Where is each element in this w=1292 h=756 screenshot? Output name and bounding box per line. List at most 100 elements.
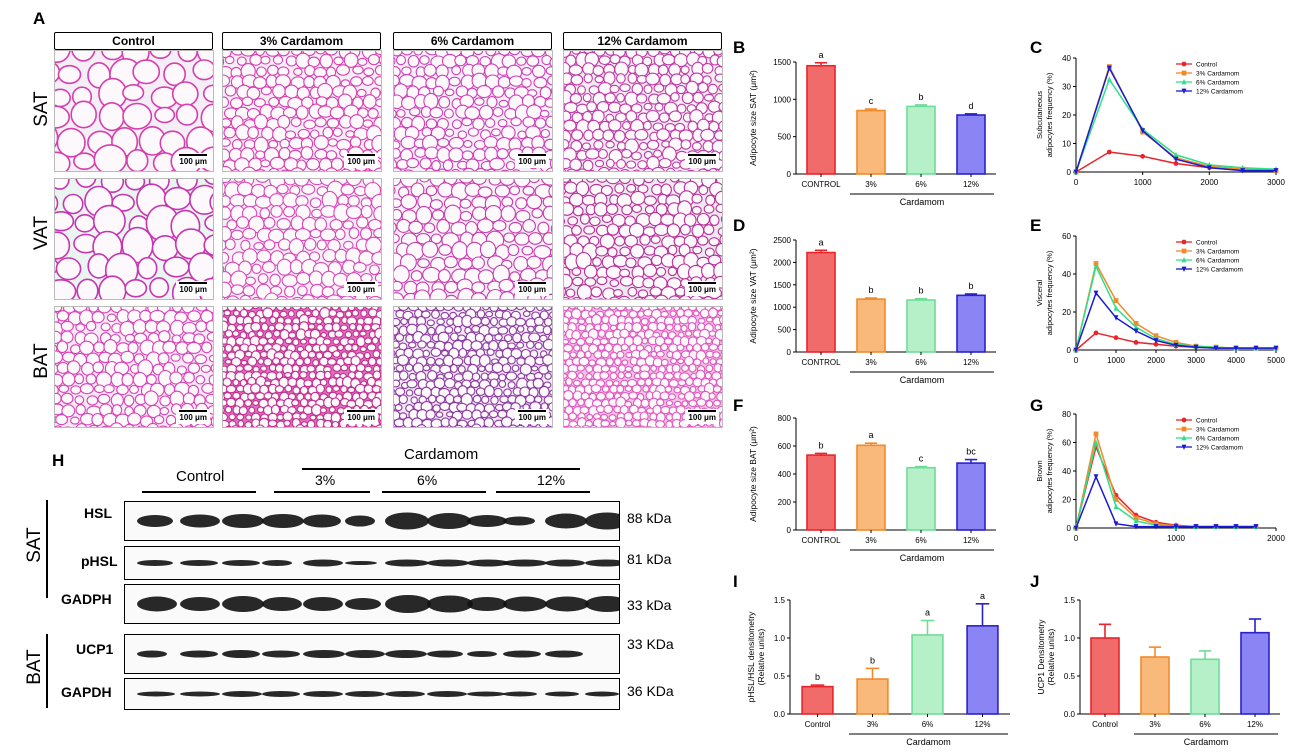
- y-tick-label: 2500: [773, 236, 791, 245]
- significance-letter: a: [818, 50, 823, 60]
- western-kda-label: 36 KDa: [627, 683, 674, 699]
- western-protein-label: GADPH: [61, 591, 112, 607]
- data-point: [1113, 335, 1119, 341]
- significance-letter: a: [868, 430, 873, 440]
- western-band: [503, 596, 547, 612]
- histology-image: 100 μm: [393, 50, 553, 172]
- bar: [806, 64, 836, 175]
- significance-letter: c: [869, 96, 874, 106]
- data-point: [1093, 439, 1099, 445]
- data-point: [1140, 153, 1146, 159]
- data-point: [1133, 524, 1139, 530]
- data-point: [1173, 524, 1179, 530]
- x-tick-label: 0: [1074, 178, 1079, 187]
- legend-label: 12% Cardamom: [1196, 89, 1243, 96]
- data-point: [1233, 345, 1239, 352]
- scale-bar-line: [347, 282, 375, 284]
- y-tick-label: 60: [1062, 439, 1071, 448]
- significance-letter: b: [818, 440, 823, 450]
- scale-bar-line: [518, 282, 546, 284]
- legend-label: 12% Cardamom: [1196, 267, 1243, 274]
- significance-letter: a: [925, 608, 930, 618]
- bar: [856, 444, 886, 531]
- western-band: [262, 514, 304, 528]
- western-protein-label: UCP1: [76, 641, 114, 657]
- scale-bar: 100 μm: [344, 153, 378, 168]
- panel-letter-f: F: [733, 396, 744, 415]
- western-band: [545, 596, 589, 612]
- data-point: [1093, 263, 1099, 269]
- significance-letter: b: [870, 655, 875, 665]
- y-tick-label: 1.5: [774, 596, 786, 605]
- bar: [911, 634, 944, 715]
- y-axis-label: Adipocyte size VAT (μm²): [748, 248, 758, 343]
- western-band: [467, 691, 505, 697]
- x-tick-label: 6%: [915, 358, 927, 367]
- x-tick-label: 3%: [1149, 720, 1161, 729]
- y-tick-label: 0.5: [1064, 672, 1076, 681]
- y-axis-label: (Relative units): [756, 628, 766, 685]
- western-band: [345, 515, 375, 527]
- scale-bar-label: 100 μm: [518, 157, 546, 166]
- legend-marker: [1181, 257, 1187, 263]
- y-tick-label: 800: [778, 414, 792, 423]
- y-tick-label: 80: [1062, 410, 1071, 419]
- data-point: [1133, 517, 1139, 524]
- western-kda-label: 33 kDa: [627, 597, 672, 613]
- western-band: [545, 691, 579, 697]
- western-band: [545, 559, 585, 567]
- scale-bar-label: 100 μm: [688, 157, 716, 166]
- western-band: [180, 650, 218, 658]
- bar: [806, 251, 836, 353]
- scale-bar-label: 100 μm: [179, 285, 207, 294]
- significance-letter: d: [968, 101, 973, 111]
- scale-bar: 100 μm: [685, 281, 719, 296]
- data-point: [1106, 65, 1112, 71]
- data-point: [1173, 161, 1179, 166]
- western-dose-line: [496, 491, 590, 493]
- western-band: [503, 559, 547, 567]
- x-tick-label: 1000: [1107, 356, 1125, 365]
- western-kda-label: 33 KDa: [627, 636, 674, 652]
- y-tick-label: 0: [1067, 346, 1072, 355]
- scale-bar-line: [518, 410, 546, 412]
- y-axis-label: Adipocyte size BAT (μm²): [748, 426, 758, 522]
- chart-j-ucp1: 0.0 0.5 1.0 1.5 Control 3% 6% 12% Cardamom UCP1 D…: [1036, 596, 1280, 747]
- western-band: [427, 691, 467, 697]
- western-band: [303, 691, 343, 697]
- x-tick-label: CONTROL: [801, 536, 841, 545]
- histology-image: 100 μm: [393, 178, 553, 300]
- series-line: [1075, 261, 1276, 351]
- y-tick-label: 2000: [773, 258, 791, 267]
- x-tick-label: 0: [1074, 356, 1079, 365]
- legend-label: Control: [1196, 240, 1218, 247]
- legend-label: Control: [1196, 418, 1218, 425]
- bar: [956, 462, 986, 531]
- western-band: [585, 512, 629, 530]
- western-band: [427, 595, 473, 613]
- x-tick-label: CONTROL: [801, 358, 841, 367]
- western-bat-label: BAT: [24, 649, 45, 685]
- scale-bar-label: 100 μm: [347, 285, 375, 294]
- bar: [1090, 637, 1120, 715]
- western-blot-hsl: [124, 501, 629, 541]
- data-point: [1093, 431, 1099, 437]
- y-tick-label: 0: [1067, 168, 1072, 177]
- western-band: [427, 650, 463, 658]
- x-tick-label: 2000: [1267, 534, 1285, 543]
- scale-bar-line: [179, 410, 207, 412]
- histology-image: 100 μm: [54, 50, 214, 172]
- western-band: [180, 514, 220, 528]
- legend-marker: [1181, 61, 1187, 67]
- data-point: [1073, 347, 1079, 353]
- western-band: [585, 559, 627, 567]
- histology-column-header: 12% Cardamom: [563, 32, 722, 50]
- scale-bar: 100 μm: [515, 409, 549, 424]
- western-band: [545, 513, 587, 529]
- data-point: [1093, 330, 1099, 336]
- legend-marker: [1181, 70, 1187, 76]
- series-line: [1075, 264, 1276, 351]
- bar: [801, 685, 834, 715]
- significance-letter: c: [919, 454, 924, 464]
- histology-image: 100 μm: [54, 306, 214, 428]
